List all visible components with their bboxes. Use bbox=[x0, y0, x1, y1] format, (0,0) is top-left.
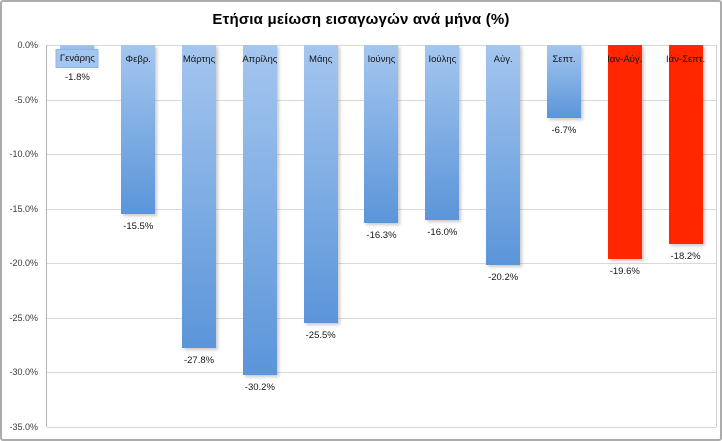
bar bbox=[303, 45, 338, 324]
value-label: -30.2% bbox=[244, 381, 275, 393]
y-tick-label: -35.0% bbox=[9, 422, 38, 432]
value-label: -16.0% bbox=[427, 226, 458, 238]
y-tick-label: -5.0% bbox=[14, 94, 38, 105]
category-slot: Μάρτης -27.8% bbox=[169, 45, 230, 427]
value-label: -25.5% bbox=[305, 330, 336, 342]
category-label: Απρίλης bbox=[242, 54, 278, 65]
value-label: -18.2% bbox=[670, 250, 701, 262]
y-tick-label: 0.0% bbox=[17, 40, 38, 50]
category-slot: Απρίλης -30.2% bbox=[229, 45, 290, 427]
value-label: -6.7% bbox=[551, 125, 577, 137]
category-slot: Ιούνης -16.3% bbox=[351, 45, 412, 427]
category-label: Φεβρ. bbox=[125, 54, 151, 65]
category-slot: Γενάρης -1.8% bbox=[47, 45, 108, 427]
bar bbox=[425, 45, 460, 220]
plot-area: Γενάρης -1.8% Φεβρ. -15.5% Μάρτης -27.8% Απρίλ… bbox=[46, 45, 717, 428]
bar bbox=[242, 45, 277, 375]
y-tick-label: -25.0% bbox=[9, 312, 38, 323]
category-label: Ιούλης bbox=[428, 54, 457, 65]
category-label: Ιαν-Αύγ. bbox=[607, 54, 643, 65]
y-axis-labels: 0.0% -5.0% -10.0% -15.0% -20.0% -25.0% -30.0% -… bbox=[2, 40, 41, 432]
bar bbox=[486, 45, 521, 266]
category-slot: Ιούλης -16.0% bbox=[412, 45, 473, 427]
y-tick-label: -30.0% bbox=[9, 367, 38, 378]
category-label: Αύγ. bbox=[493, 54, 513, 65]
value-label: -1.8% bbox=[64, 71, 90, 83]
gridline bbox=[47, 263, 716, 265]
value-label: -20.2% bbox=[488, 272, 519, 284]
bar bbox=[121, 45, 156, 215]
category-slot: Ιάν-Σεπτ. -18.2% bbox=[655, 45, 716, 427]
chart-title: Ετήσια μείωση εισαγωγών ανά μήνα (%) bbox=[212, 11, 510, 28]
category-slot: Φεβρ. -15.5% bbox=[108, 45, 169, 427]
category-label: Ιάν-Σεπτ. bbox=[666, 54, 706, 65]
bar bbox=[364, 45, 399, 223]
category-slot: Μάης -25.5% bbox=[290, 45, 351, 427]
category-label: Μάης bbox=[309, 54, 333, 65]
value-label: -16.3% bbox=[366, 229, 397, 241]
bar bbox=[182, 45, 217, 349]
bar bbox=[546, 45, 581, 119]
value-label: -27.8% bbox=[183, 355, 215, 367]
category-slot: Σεπτ. -6.7% bbox=[534, 45, 595, 427]
category-label: Σεπτ. bbox=[552, 54, 576, 65]
category-label: Γενάρης bbox=[55, 49, 99, 68]
value-label: -19.6% bbox=[609, 265, 640, 277]
bar bbox=[607, 45, 642, 259]
y-tick-label: -20.0% bbox=[9, 258, 38, 269]
gridline bbox=[47, 317, 716, 319]
category-slot: Ιαν-Αύγ. -19.6% bbox=[594, 45, 655, 427]
gridline bbox=[47, 372, 716, 374]
y-tick-label: -15.0% bbox=[9, 203, 38, 214]
category-label: Ιούνης bbox=[367, 54, 396, 65]
category-label: Μάρτης bbox=[182, 54, 216, 65]
y-tick-label: -10.0% bbox=[9, 149, 38, 160]
gridline bbox=[47, 427, 716, 428]
bar bbox=[668, 45, 703, 244]
category-slot: Αύγ. -20.2% bbox=[473, 45, 534, 427]
value-label: -15.5% bbox=[123, 221, 154, 233]
